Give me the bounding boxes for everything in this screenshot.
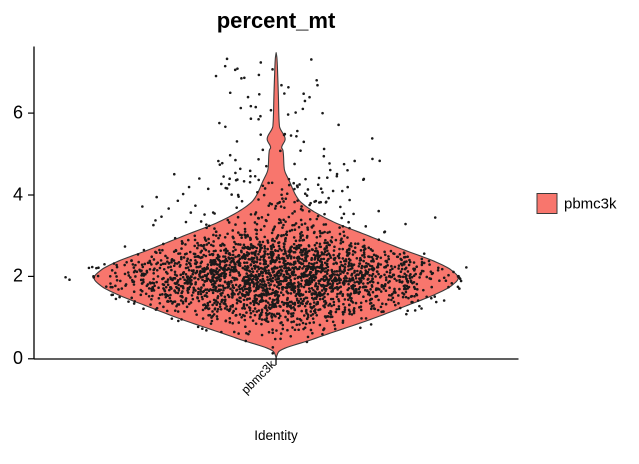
svg-text:pbmc3k: pbmc3k (239, 357, 279, 397)
svg-text:Identity: Identity (254, 428, 298, 443)
svg-text:pbmc3k: pbmc3k (564, 196, 617, 213)
svg-text:2: 2 (13, 266, 23, 286)
svg-text:0: 0 (13, 348, 23, 368)
svg-text:percent_mt: percent_mt (217, 8, 336, 33)
svg-text:4: 4 (13, 184, 23, 204)
svg-text:6: 6 (13, 102, 23, 122)
